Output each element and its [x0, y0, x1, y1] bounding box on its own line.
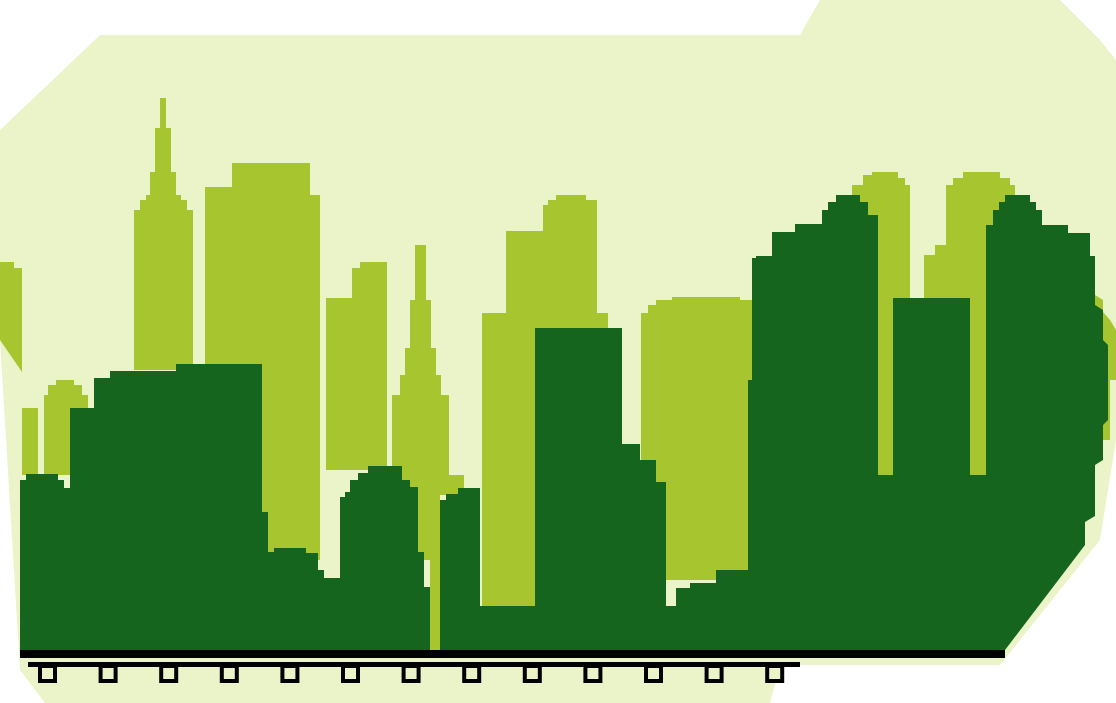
track-tie: [159, 664, 179, 683]
track-tie: [341, 664, 360, 683]
track-tie: [765, 664, 785, 683]
back-building: [482, 195, 608, 606]
track-tie: [644, 664, 663, 683]
track-ties: [38, 664, 785, 683]
track-tie: [219, 664, 239, 683]
track-tie: [583, 664, 603, 683]
front-building: [440, 195, 1108, 650]
back-building: [22, 408, 38, 475]
track-tie: [38, 664, 57, 683]
back-building: [134, 98, 193, 370]
track-tie: [401, 664, 421, 683]
front-building: [20, 364, 430, 650]
track-tie: [462, 664, 482, 683]
back-building: [0, 262, 22, 372]
track-tie: [280, 664, 300, 683]
back-building: [326, 262, 387, 470]
front-skyline: [20, 195, 1108, 650]
track-main-rail: [20, 650, 1005, 658]
track-tie: [522, 664, 542, 683]
back-building: [641, 297, 755, 580]
track-tie: [98, 664, 118, 683]
track-tie: [704, 664, 724, 683]
